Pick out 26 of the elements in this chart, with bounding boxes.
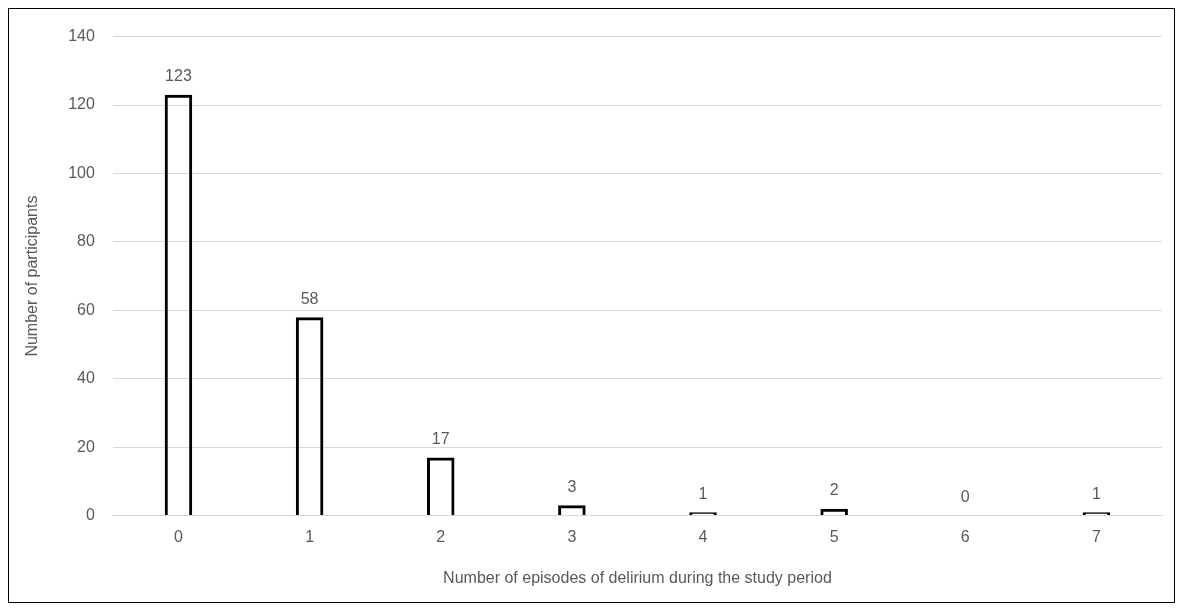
data-label: 123 [165, 67, 192, 85]
x-tick-label: 2 [436, 527, 446, 545]
y-tick-label: 60 [77, 300, 95, 318]
y-tick-label: 0 [85, 506, 95, 524]
y-tick-label: 40 [77, 369, 95, 387]
x-tick-label: 4 [698, 527, 708, 545]
data-label: 3 [567, 477, 577, 495]
y-axis-title: Number of participants [23, 195, 41, 357]
y-tick-label: 100 [68, 163, 95, 181]
y-tick-label: 80 [77, 232, 95, 250]
x-tick-label: 7 [1091, 527, 1101, 545]
x-tick-label: 0 [174, 527, 184, 545]
x-tick-label: 5 [829, 527, 839, 545]
y-tick-label: 140 [68, 27, 95, 45]
data-label: 1 [698, 484, 708, 502]
data-label: 2 [829, 481, 839, 499]
x-tick-label: 3 [567, 527, 577, 545]
data-label: 0 [960, 488, 970, 506]
x-tick-label: 6 [960, 527, 970, 545]
y-tick-label: 120 [68, 95, 95, 113]
x-axis-title: Number of episodes of delirium during the study period [443, 568, 832, 586]
x-tick-label: 1 [305, 527, 315, 545]
data-label: 1 [1091, 484, 1101, 502]
y-tick-label: 20 [77, 437, 95, 455]
data-label: 17 [431, 429, 450, 447]
data-label: 58 [300, 289, 319, 307]
